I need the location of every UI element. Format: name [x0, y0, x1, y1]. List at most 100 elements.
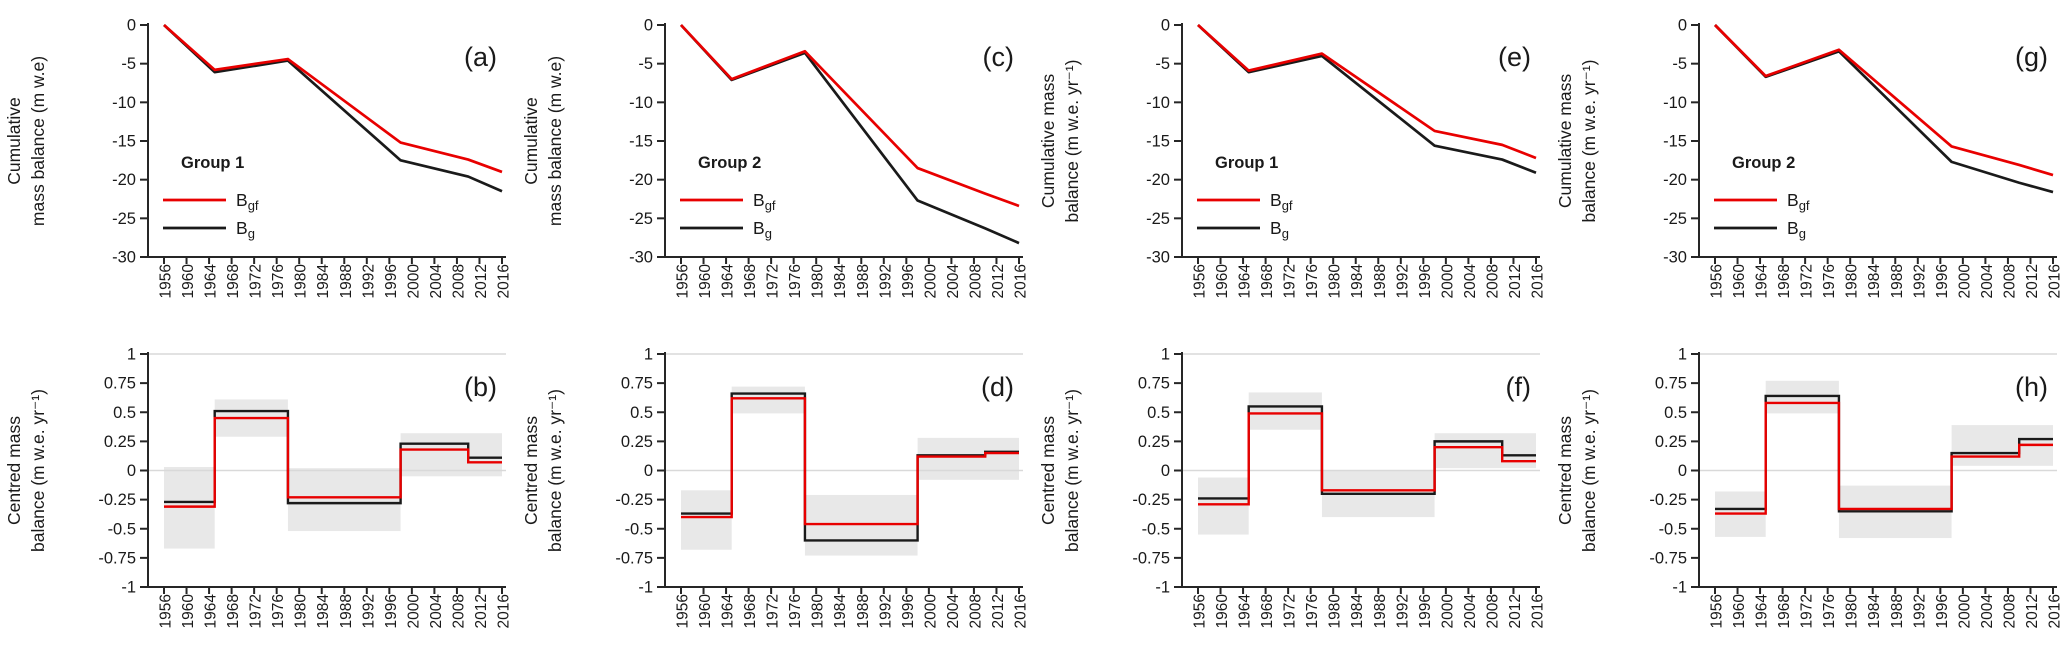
x-tick-label: 1976: [1304, 264, 1321, 298]
x-tick-label: 2004: [428, 594, 445, 629]
y-axis-label-line1: Cumulative: [4, 97, 24, 185]
x-tick-label: 1996: [383, 264, 400, 298]
x-tick-label: 1972: [765, 264, 782, 298]
x-tick-label: 2004: [1462, 594, 1479, 629]
x-tick-label: 1956: [675, 264, 692, 298]
y-tick-label: -10: [112, 94, 136, 112]
x-tick-label: 1964: [1754, 264, 1771, 299]
x-tick-label: 1996: [383, 594, 400, 628]
legend-label-bgf: Bgf: [1270, 190, 1293, 213]
x-tick-label: 1988: [338, 264, 355, 298]
x-tick-label: 2008: [450, 594, 467, 628]
legend-label-bg: Bg: [753, 218, 772, 241]
x-tick-label: 2008: [1484, 594, 1501, 628]
uncertainty-band: [287, 468, 401, 532]
x-tick-label: 2000: [405, 594, 422, 629]
series-line-bgf: [1714, 24, 2054, 177]
legend-label-bg: Bg: [236, 218, 255, 241]
y-tick-label: -20: [112, 171, 136, 189]
y-tick-label: 0.5: [1147, 404, 1170, 422]
x-tick-label: 2012: [990, 594, 1007, 628]
x-tick-label: 2008: [967, 594, 984, 628]
series-line-bgf: [1198, 412, 1536, 506]
series-line-bgf: [163, 23, 503, 174]
x-tick-label: 1992: [360, 264, 377, 298]
y-tick-label: 0: [644, 17, 653, 35]
y-tick-label: -0.25: [1649, 491, 1687, 509]
y-tick-label: -25: [629, 210, 653, 228]
x-tick-label: 1984: [832, 594, 849, 629]
x-tick-label: 2004: [1979, 264, 1996, 299]
y-tick-label: 0.25: [621, 433, 653, 451]
y-tick-label: -10: [1663, 94, 1687, 112]
y-axis-label-line2: balance (m w.e. yr⁻¹): [1579, 389, 1599, 552]
y-tick-label: -25: [1146, 210, 1170, 228]
x-tick-label: 1984: [1349, 594, 1366, 629]
x-tick-label: 1968: [1776, 264, 1793, 298]
y-tick-label: 0.25: [104, 433, 136, 451]
panel-letter: (f): [1506, 372, 1531, 402]
x-tick-label: 1996: [1417, 594, 1434, 628]
x-tick-label: 2000: [1956, 264, 1973, 299]
x-tick-label: 2004: [945, 264, 962, 299]
chart-b: 1 0.75 0.5 0.25 0 -0.25 -0.5 -0.75 -1 1956 1960 196…: [4, 346, 513, 629]
panel-h: 1 0.75 0.5 0.25 0 -0.25 -0.5 -0.75 -1 1956 1960 196…: [1551, 330, 2067, 672]
x-tick-label: 1984: [1866, 264, 1883, 299]
x-tick-label: 1984: [832, 264, 849, 299]
x-tick-label: 1976: [787, 594, 804, 628]
panel-letter: (c): [983, 42, 1014, 72]
x-tick-label: 2004: [428, 264, 445, 299]
x-tick-label: 2008: [1484, 264, 1501, 298]
x-tick-label: 1976: [270, 594, 287, 628]
y-tick-label: -0.5: [625, 520, 653, 538]
legend-label-bgf: Bgf: [753, 190, 776, 213]
series-line-bg: [1197, 24, 1537, 174]
panel-letter: (g): [2015, 42, 2048, 72]
series-line-bgf: [164, 416, 502, 508]
y-tick-label: -1: [638, 579, 653, 597]
x-tick-label: 1988: [1889, 264, 1906, 298]
x-tick-label: 1988: [1889, 594, 1906, 628]
x-tick-label: 2012: [990, 264, 1007, 298]
x-tick-label: 1996: [1934, 594, 1951, 628]
x-tick-label: 1992: [1394, 594, 1411, 628]
y-tick-label: 0.5: [630, 404, 653, 422]
y-tick-label: -15: [112, 133, 136, 151]
y-tick-label: 0: [1678, 462, 1687, 480]
legend-title: Group 2: [698, 154, 761, 172]
y-tick-label: -30: [1663, 249, 1687, 267]
y-tick-label: -15: [1146, 133, 1170, 151]
x-tick-label: 1956: [675, 594, 692, 628]
x-tick-label: 1980: [1844, 264, 1861, 299]
x-tick-label: 2016: [2047, 594, 2064, 628]
x-tick-label: 1976: [1821, 264, 1838, 298]
y-tick-label: -0.75: [1649, 549, 1687, 567]
uncertainty-band: [681, 490, 732, 550]
uncertainty-band: [1434, 433, 1536, 469]
x-tick-label: 1980: [293, 594, 310, 629]
x-tick-label: 1964: [203, 594, 220, 629]
x-tick-label: 1960: [697, 264, 714, 299]
y-tick-label: -5: [1672, 55, 1687, 73]
y-tick-label: 1: [644, 346, 653, 364]
x-tick-label: 2012: [473, 264, 490, 298]
x-tick-label: 1968: [225, 264, 242, 298]
series-line-bg: [163, 24, 503, 193]
y-tick-label: 0.75: [1655, 375, 1687, 393]
y-tick-label: -0.75: [1132, 549, 1170, 567]
panel-e: 0 -5 -10 -15 -20 -25 -30 1956 1960 1964 1968 1972 19…: [1034, 0, 1551, 330]
x-tick-label: 1992: [877, 264, 894, 298]
y-tick-label: 1: [1161, 346, 1170, 364]
x-tick-label: 2016: [1013, 594, 1030, 628]
x-tick-label: 1968: [742, 594, 759, 628]
x-tick-label: 1972: [1799, 264, 1816, 298]
panel-a: 0 -5 -10 -15 -20 -25 -30 1956 1960 1964 1968 1972 19…: [0, 0, 517, 330]
x-tick-label: 1996: [1417, 264, 1434, 298]
x-tick-label: 2012: [2024, 264, 2041, 298]
y-tick-label: -1: [121, 579, 136, 597]
series-line-bgf: [1715, 401, 2053, 515]
x-tick-label: 1964: [1754, 594, 1771, 629]
panel-letter: (a): [464, 42, 497, 72]
series-line-bg: [680, 24, 1020, 245]
y-tick-label: 0: [1161, 462, 1170, 480]
